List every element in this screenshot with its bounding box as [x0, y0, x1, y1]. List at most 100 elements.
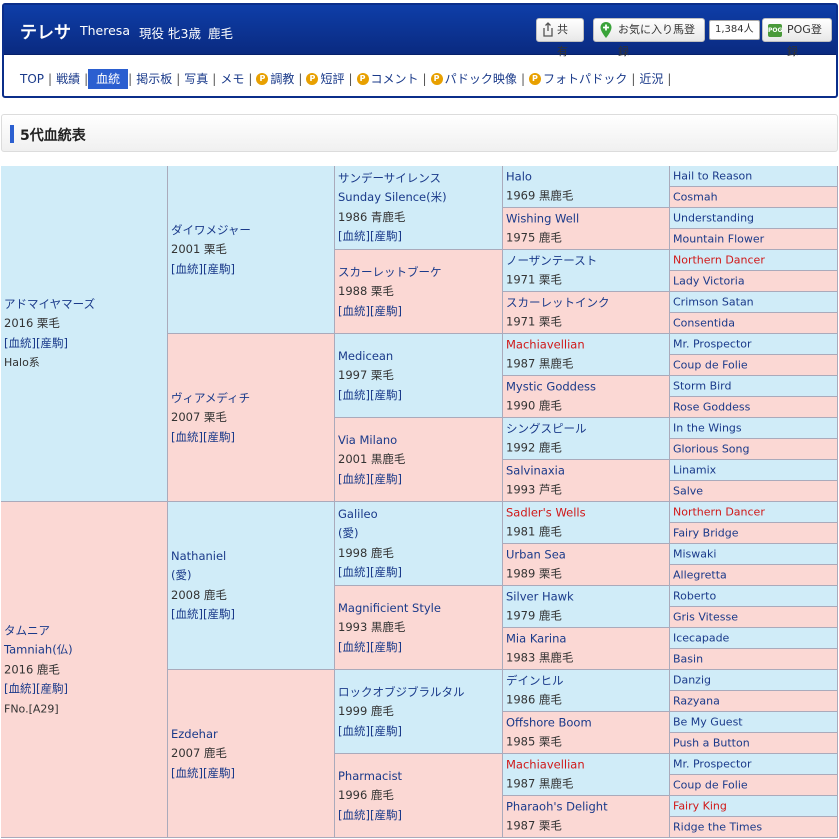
- horse-link[interactable]: Machiavellian: [506, 757, 585, 771]
- pedigree-offspring-links[interactable]: [血統][産駒]: [338, 639, 402, 654]
- pedigree-offspring-links[interactable]: [血統][産駒]: [171, 607, 235, 621]
- horse-link[interactable]: アドマイヤマーズ: [4, 296, 96, 311]
- horse-link[interactable]: Lady Victoria: [673, 274, 745, 288]
- horse-link[interactable]: Mia Karina: [506, 631, 567, 645]
- pedigree-offspring-links[interactable]: [血統][産駒]: [4, 681, 68, 696]
- horse-link[interactable]: Silver Hawk: [506, 589, 574, 603]
- title-bar: テレサ Theresa 現役 牝3歳 鹿毛 共有 お気に入り馬登録 1,384人…: [4, 5, 836, 58]
- horse-link[interactable]: Magnificient Style: [338, 600, 441, 615]
- horse-link[interactable]: Medicean: [338, 348, 394, 363]
- tab-nav-0[interactable]: TOP: [16, 69, 48, 89]
- horse-link[interactable]: Roberto: [673, 589, 717, 603]
- horse-link[interactable]: Hail to Reason: [673, 169, 753, 183]
- pedigree-cell-g3: Via Milano 2001 黒鹿毛 [血統][産駒]: [335, 418, 503, 502]
- pedigree-offspring-links[interactable]: [血統][産駒]: [171, 765, 235, 780]
- horse-link[interactable]: Tamniah(仏): [4, 642, 73, 657]
- horse-link[interactable]: Cosmah: [673, 190, 718, 204]
- horse-link[interactable]: Glorious Song: [673, 442, 750, 456]
- horse-link[interactable]: Mr. Prospector: [673, 757, 752, 771]
- horse-link[interactable]: ダイワメジャー: [171, 222, 251, 237]
- horse-link[interactable]: Halo: [506, 169, 532, 183]
- horse-link[interactable]: Push a Button: [673, 736, 750, 750]
- horse-link[interactable]: Urban Sea: [506, 547, 566, 561]
- favorite-button[interactable]: お気に入り馬登録: [593, 18, 705, 58]
- horse-link[interactable]: Sunday Silence(米): [338, 190, 447, 204]
- horse-link[interactable]: デインヒル: [506, 673, 564, 687]
- birth-year-color: 1981 鹿毛: [506, 524, 562, 539]
- horse-link[interactable]: Coup de Folie: [673, 358, 748, 372]
- pedigree-offspring-links[interactable]: [血統][産駒]: [338, 303, 402, 318]
- horse-link[interactable]: Coup de Folie: [673, 778, 748, 792]
- pedigree-offspring-links[interactable]: [血統][産駒]: [338, 387, 402, 402]
- horse-link[interactable]: Northern Dancer: [673, 253, 765, 267]
- tab-nav-2[interactable]: 血統: [88, 69, 129, 89]
- horse-link[interactable]: Danzig: [673, 673, 711, 687]
- tab-nav-11[interactable]: 近況: [635, 69, 667, 89]
- horse-link[interactable]: Pharaoh's Delight: [506, 799, 608, 813]
- tab-nav-5[interactable]: メモ: [216, 69, 248, 89]
- horse-link[interactable]: Understanding: [673, 211, 755, 225]
- horse-link[interactable]: Fairy Bridge: [673, 526, 739, 540]
- horse-link[interactable]: Storm Bird: [673, 379, 732, 393]
- horse-link[interactable]: Machiavellian: [506, 337, 585, 351]
- horse-link[interactable]: Mountain Flower: [673, 232, 765, 246]
- pog-button[interactable]: POG POG登録: [762, 18, 832, 58]
- horse-link[interactable]: Salvinaxia: [506, 463, 565, 477]
- horse-link[interactable]: Northern Dancer: [673, 505, 765, 519]
- horse-link[interactable]: Ridge the Times: [673, 820, 763, 834]
- horse-link[interactable]: サンデーサイレンス: [338, 170, 442, 185]
- horse-link[interactable]: Icecapade: [673, 631, 730, 645]
- pedigree-cell-g2: ヴィアメディチ 2007 栗毛 [血統][産駒]: [168, 334, 335, 502]
- tab-nav-7[interactable]: P 短評: [302, 69, 348, 89]
- horse-link[interactable]: タムニア: [4, 622, 50, 637]
- horse-link[interactable]: Ezdehar: [171, 726, 218, 741]
- horse-link[interactable]: Crimson Satan: [673, 295, 754, 309]
- horse-link[interactable]: Linamix: [673, 463, 717, 477]
- horse-link[interactable]: Basin: [673, 652, 704, 666]
- pedigree-offspring-links[interactable]: [血統][産駒]: [338, 807, 402, 822]
- tab-nav-10[interactable]: P フォトパドック: [525, 69, 631, 89]
- horse-link[interactable]: Galileo: [338, 506, 378, 521]
- horse-link[interactable]: Gris Vitesse: [673, 610, 738, 624]
- horse-link[interactable]: スカーレットインク: [506, 295, 610, 309]
- share-button[interactable]: 共有: [536, 18, 584, 58]
- horse-link[interactable]: Salve: [673, 484, 704, 498]
- horse-link[interactable]: シングスピール: [506, 421, 587, 435]
- pedigree-offspring-links[interactable]: [血統][産駒]: [338, 471, 402, 486]
- horse-link[interactable]: ロックオブジブラルタル: [338, 684, 465, 699]
- horse-link[interactable]: Miswaki: [673, 547, 717, 561]
- horse-link[interactable]: Pharmacist: [338, 768, 403, 783]
- pedigree-offspring-links[interactable]: [血統][産駒]: [171, 261, 235, 276]
- horse-link[interactable]: Allegretta: [673, 568, 727, 582]
- pedigree-offspring-links[interactable]: [血統][産駒]: [338, 229, 402, 243]
- tab-nav-8[interactable]: P コメント: [353, 69, 423, 89]
- horse-link[interactable]: Wishing Well: [506, 211, 580, 225]
- horse-link[interactable]: Fairy King: [673, 799, 727, 813]
- horse-link[interactable]: Mr. Prospector: [673, 337, 752, 351]
- tab-nav-label: 血統: [96, 72, 121, 86]
- horse-link[interactable]: Rose Goddess: [673, 400, 751, 414]
- tab-nav-9[interactable]: P パドック映像: [427, 69, 521, 89]
- horse-link[interactable]: Nathaniel: [171, 548, 227, 563]
- tab-nav-4[interactable]: 写真: [180, 69, 212, 89]
- horse-link[interactable]: Sadler's Wells: [506, 505, 586, 519]
- pedigree-offspring-links[interactable]: [血統][産駒]: [338, 565, 402, 579]
- horse-link[interactable]: (愛): [338, 526, 359, 540]
- horse-link[interactable]: Consentida: [673, 316, 735, 330]
- horse-link[interactable]: (愛): [171, 568, 192, 582]
- horse-link[interactable]: Offshore Boom: [506, 715, 592, 729]
- horse-link[interactable]: ノーザンテースト: [506, 253, 598, 267]
- pedigree-offspring-links[interactable]: [血統][産駒]: [4, 335, 68, 350]
- horse-link[interactable]: Be My Guest: [673, 715, 743, 729]
- tab-nav-3[interactable]: 掲示板: [132, 69, 176, 89]
- horse-link[interactable]: ヴィアメディチ: [171, 390, 251, 405]
- horse-link[interactable]: Mystic Goddess: [506, 379, 597, 393]
- horse-link[interactable]: Via Milano: [338, 432, 398, 447]
- pedigree-offspring-links[interactable]: [血統][産駒]: [171, 429, 235, 444]
- horse-link[interactable]: Razyana: [673, 694, 720, 708]
- pedigree-offspring-links[interactable]: [血統][産駒]: [338, 723, 402, 738]
- horse-link[interactable]: スカーレットブーケ: [338, 264, 442, 279]
- tab-nav-6[interactable]: P 調教: [252, 69, 298, 89]
- horse-link[interactable]: In the Wings: [673, 421, 742, 435]
- tab-nav-1[interactable]: 戦績: [52, 69, 84, 89]
